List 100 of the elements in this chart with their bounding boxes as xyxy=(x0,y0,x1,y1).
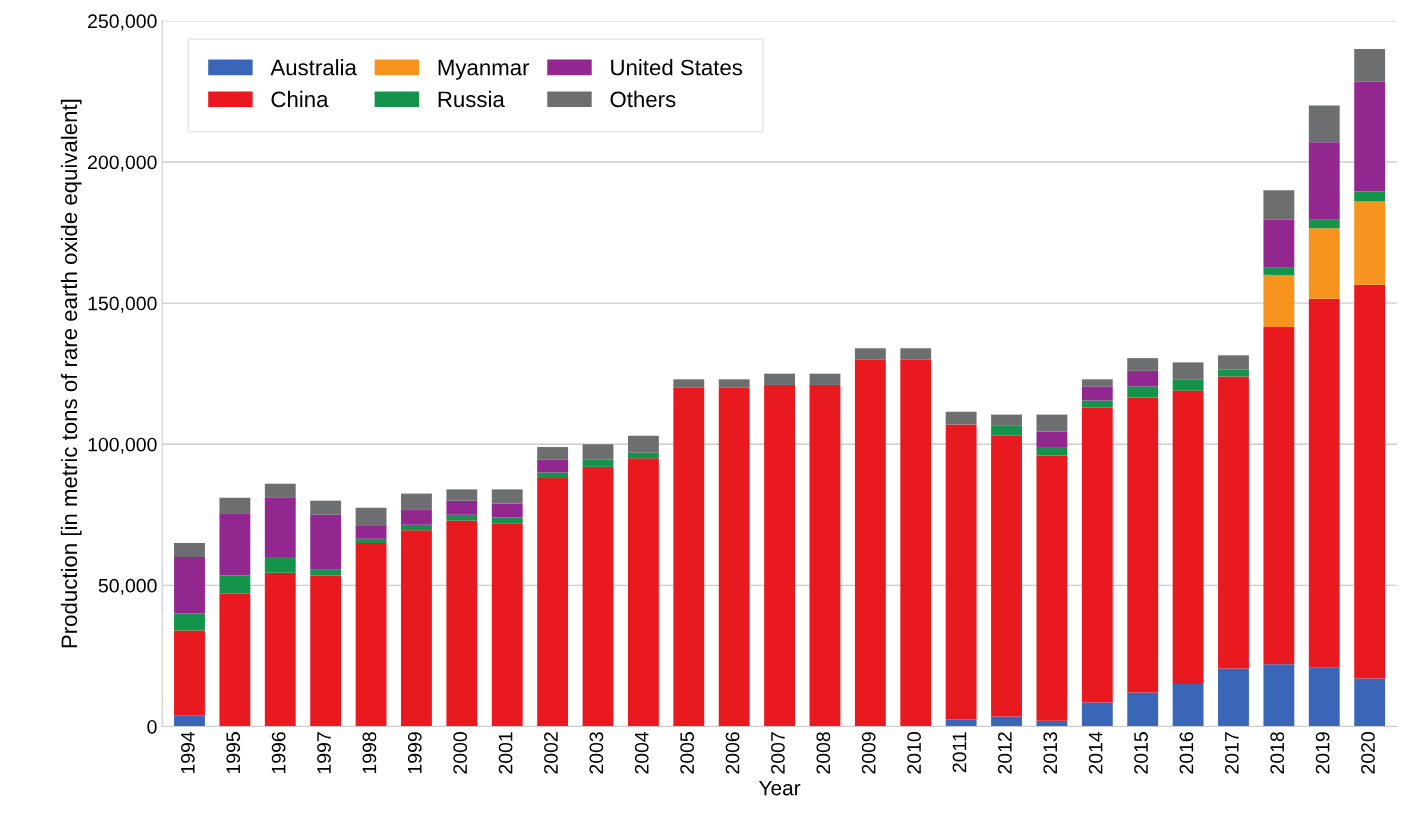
bar xyxy=(1263,664,1295,727)
x-tick-label: 2003 xyxy=(589,732,604,774)
bar xyxy=(1172,390,1204,685)
legend-label: Myanmar xyxy=(438,59,530,80)
x-tick-label: 2019 xyxy=(1315,732,1330,774)
bar xyxy=(582,466,614,727)
bar xyxy=(491,503,523,518)
bar xyxy=(673,379,705,388)
bar xyxy=(1218,668,1249,727)
legend-label: China xyxy=(271,90,329,108)
x-tick-label: 2006 xyxy=(725,732,740,774)
x-tick-label: 2002 xyxy=(544,732,558,774)
bar xyxy=(1308,105,1340,143)
x-tick-label: 2000 xyxy=(453,732,468,774)
x-tick-label: 1997 xyxy=(317,732,331,774)
bar xyxy=(446,520,478,727)
bar xyxy=(809,384,841,727)
bar xyxy=(355,507,387,527)
x-tick-label: 2011 xyxy=(952,732,967,773)
bar xyxy=(1172,379,1204,391)
bar xyxy=(627,458,659,727)
bar xyxy=(174,613,205,631)
bar xyxy=(537,478,569,727)
x-tick-label: 2004 xyxy=(634,731,649,774)
bar xyxy=(264,483,296,498)
bar xyxy=(1218,369,1249,377)
bar xyxy=(718,379,750,388)
bar xyxy=(1354,201,1386,285)
x-tick-label: 2009 xyxy=(861,732,876,774)
bar xyxy=(401,509,432,525)
bar xyxy=(401,493,432,510)
bar xyxy=(219,497,251,514)
y-tick-label: 100,000 xyxy=(88,437,157,454)
bar xyxy=(310,514,342,570)
bar xyxy=(1127,358,1159,371)
bar xyxy=(764,373,796,385)
bar xyxy=(537,459,569,473)
bar xyxy=(1081,379,1113,387)
x-tick-label: 2018 xyxy=(1270,732,1285,774)
x-tick-label: 2017 xyxy=(1224,732,1239,774)
bar xyxy=(991,425,1022,436)
bar xyxy=(446,500,478,515)
bar xyxy=(355,538,387,543)
y-axis-title: Production [in metric tons of rare earth oxide equivalent] xyxy=(60,99,82,648)
bar xyxy=(491,489,523,504)
legend-label: Russia xyxy=(438,90,505,108)
bar xyxy=(491,523,523,727)
bar xyxy=(174,543,205,558)
bar xyxy=(1081,702,1113,727)
bar xyxy=(718,387,750,727)
bar xyxy=(1127,692,1159,727)
bar xyxy=(537,447,569,460)
bar xyxy=(1127,386,1159,398)
bar xyxy=(764,384,796,727)
legend-label: United States xyxy=(611,59,743,76)
x-tick-label: 2014 xyxy=(1088,731,1103,774)
bar xyxy=(1263,190,1295,220)
bar xyxy=(1218,376,1249,669)
bar xyxy=(900,348,932,360)
bar xyxy=(446,489,478,501)
bar xyxy=(1308,142,1340,220)
x-tick-label: 2013 xyxy=(1043,732,1058,774)
bar xyxy=(854,359,886,727)
x-tick-label: 2005 xyxy=(680,732,695,774)
bar xyxy=(809,373,841,385)
bar xyxy=(1127,370,1159,387)
bar xyxy=(1308,298,1340,668)
bar xyxy=(537,472,569,479)
bar xyxy=(582,444,614,460)
bar xyxy=(310,575,342,727)
bar xyxy=(900,359,932,727)
bar xyxy=(355,543,387,727)
bar xyxy=(1263,327,1295,665)
bar xyxy=(673,387,705,727)
x-tick-label: 2010 xyxy=(907,732,921,774)
bar xyxy=(945,424,977,720)
bar xyxy=(1036,431,1068,448)
bar xyxy=(991,716,1022,727)
y-tick-label: 50,000 xyxy=(98,578,157,595)
bar xyxy=(991,435,1022,717)
bar xyxy=(355,526,387,539)
bar xyxy=(219,593,251,727)
bar xyxy=(264,572,296,727)
x-tick-label: 2015 xyxy=(1134,732,1148,774)
bar xyxy=(1354,191,1386,202)
y-tick-label: 0 xyxy=(147,719,157,734)
x-tick-label: 1998 xyxy=(362,732,377,774)
bar xyxy=(1308,219,1340,229)
legend-label: Others xyxy=(610,90,676,108)
x-tick-label: 2016 xyxy=(1179,732,1194,774)
x-axis-title: Year xyxy=(758,780,801,796)
bar xyxy=(310,500,342,515)
bar xyxy=(627,435,659,453)
bar xyxy=(1036,447,1068,456)
bar xyxy=(1036,414,1068,432)
bar xyxy=(1081,386,1113,401)
bar xyxy=(1308,667,1340,727)
bar xyxy=(1081,407,1113,703)
bar xyxy=(264,497,296,558)
y-tick-label: 250,000 xyxy=(88,14,157,31)
